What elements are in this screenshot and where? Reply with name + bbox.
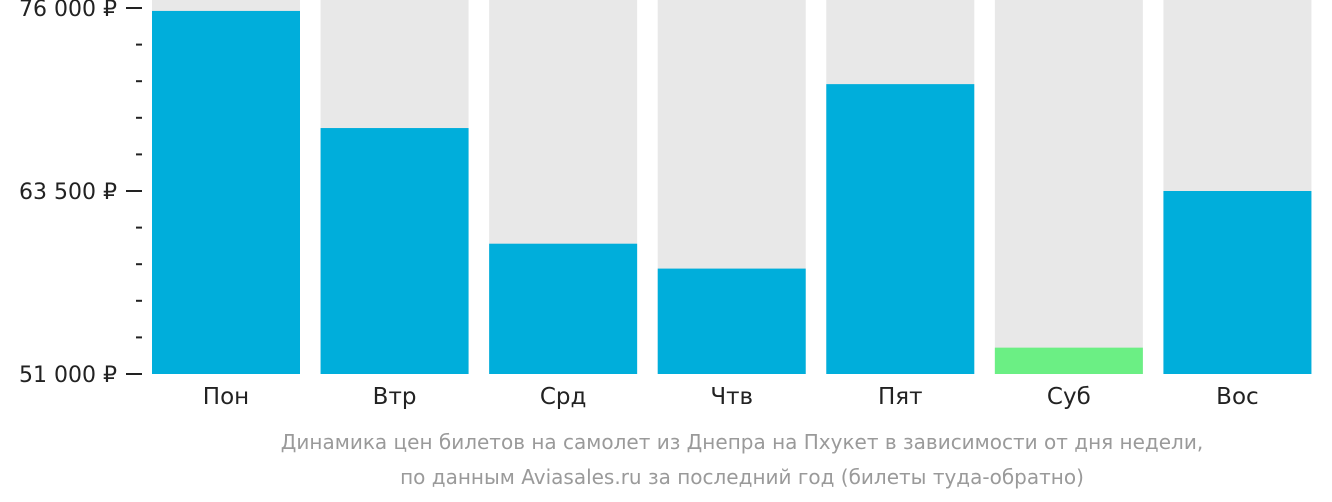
bar-3	[489, 243, 638, 374]
caption-line-2: по данным Aviasales.ru за последний год …	[400, 465, 1084, 489]
x-axis: Пон Втр Срд Чтв Пят Суб Вос	[203, 384, 1259, 410]
bar-background-6	[994, 0, 1143, 374]
x-tick-label: Пон	[203, 384, 249, 410]
x-tick-label: Срд	[540, 384, 587, 410]
price-by-weekday-chart: 51 000 ₽ 63 500 ₽ 76 000 ₽ Пон Втр Срд Чтв Пят…	[19, 0, 1312, 410]
caption-line-1: Динамика цен билетов на самолет из Днепр…	[280, 430, 1204, 454]
y-axis: 51 000 ₽ 63 500 ₽ 76 000 ₽	[19, 0, 142, 388]
x-tick-label: Вос	[1216, 384, 1259, 410]
x-tick-label: Чтв	[710, 384, 753, 410]
bar-6	[994, 347, 1143, 374]
bars-group	[152, 0, 1312, 375]
bar-5	[826, 84, 975, 375]
x-tick-label: Втр	[373, 384, 417, 410]
bar-7	[1163, 191, 1312, 374]
bar-2	[320, 128, 469, 374]
y-tick-label: 51 000 ₽	[19, 363, 117, 388]
y-tick-label: 63 500 ₽	[19, 180, 117, 205]
x-tick-label: Суб	[1047, 384, 1091, 410]
x-tick-label: Пят	[878, 384, 923, 410]
y-tick-label: 76 000 ₽	[19, 0, 117, 22]
bar-4	[657, 268, 806, 374]
bar-1	[152, 10, 300, 374]
